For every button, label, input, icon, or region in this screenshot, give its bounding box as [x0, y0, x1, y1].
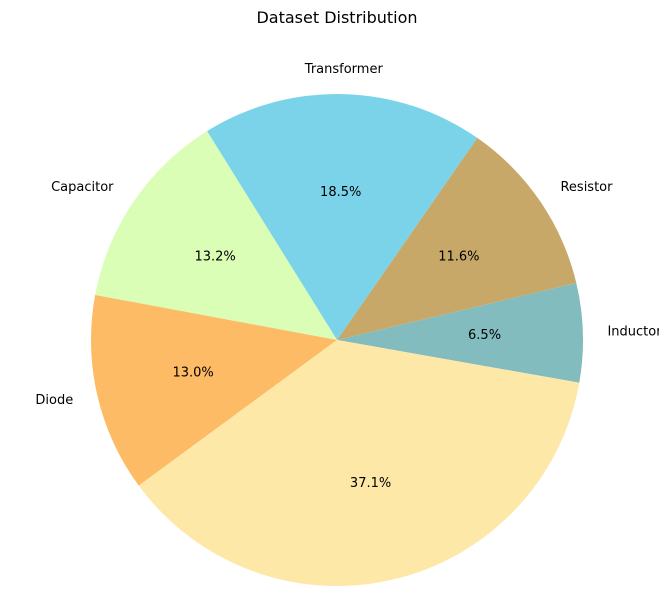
pie-category-label-capacitor: Capacitor	[51, 180, 114, 195]
pie-category-label-diode: Diode	[35, 393, 73, 408]
pie-category-label-transformer: Transformer	[304, 62, 384, 77]
pie-percent-labels: 6.5% 11.6% 18.5% 13.2% 13.0% 37.1%	[172, 185, 501, 491]
pie-category-label-inductor: Inductor	[607, 324, 659, 339]
pie-slices	[91, 94, 583, 586]
pie-slice-inductor	[337, 282, 583, 383]
pie-category-label-resistor: Resistor	[560, 180, 613, 195]
pie-percent-label-i-c: 37.1%	[350, 476, 391, 491]
pie-percent-label-resistor: 11.6%	[438, 249, 479, 264]
chart-title: Dataset Distribution	[256, 8, 417, 27]
pie-slice-capacitor	[95, 131, 338, 340]
pie-percent-label-capacitor: 13.2%	[194, 249, 235, 264]
pie-percent-label-inductor: 6.5%	[468, 328, 501, 343]
pie-slice-i-c	[138, 340, 580, 586]
pie-slice-transformer	[207, 94, 478, 340]
pie-category-labels: Inductor Resistor Transformer Capacitor Diod…	[35, 62, 659, 601]
pie-slice-diode	[91, 294, 337, 486]
pie-percent-label-diode: 13.0%	[172, 365, 213, 380]
pie-slice-resistor	[337, 137, 577, 340]
pie-percent-label-transformer: 18.5%	[320, 185, 361, 200]
